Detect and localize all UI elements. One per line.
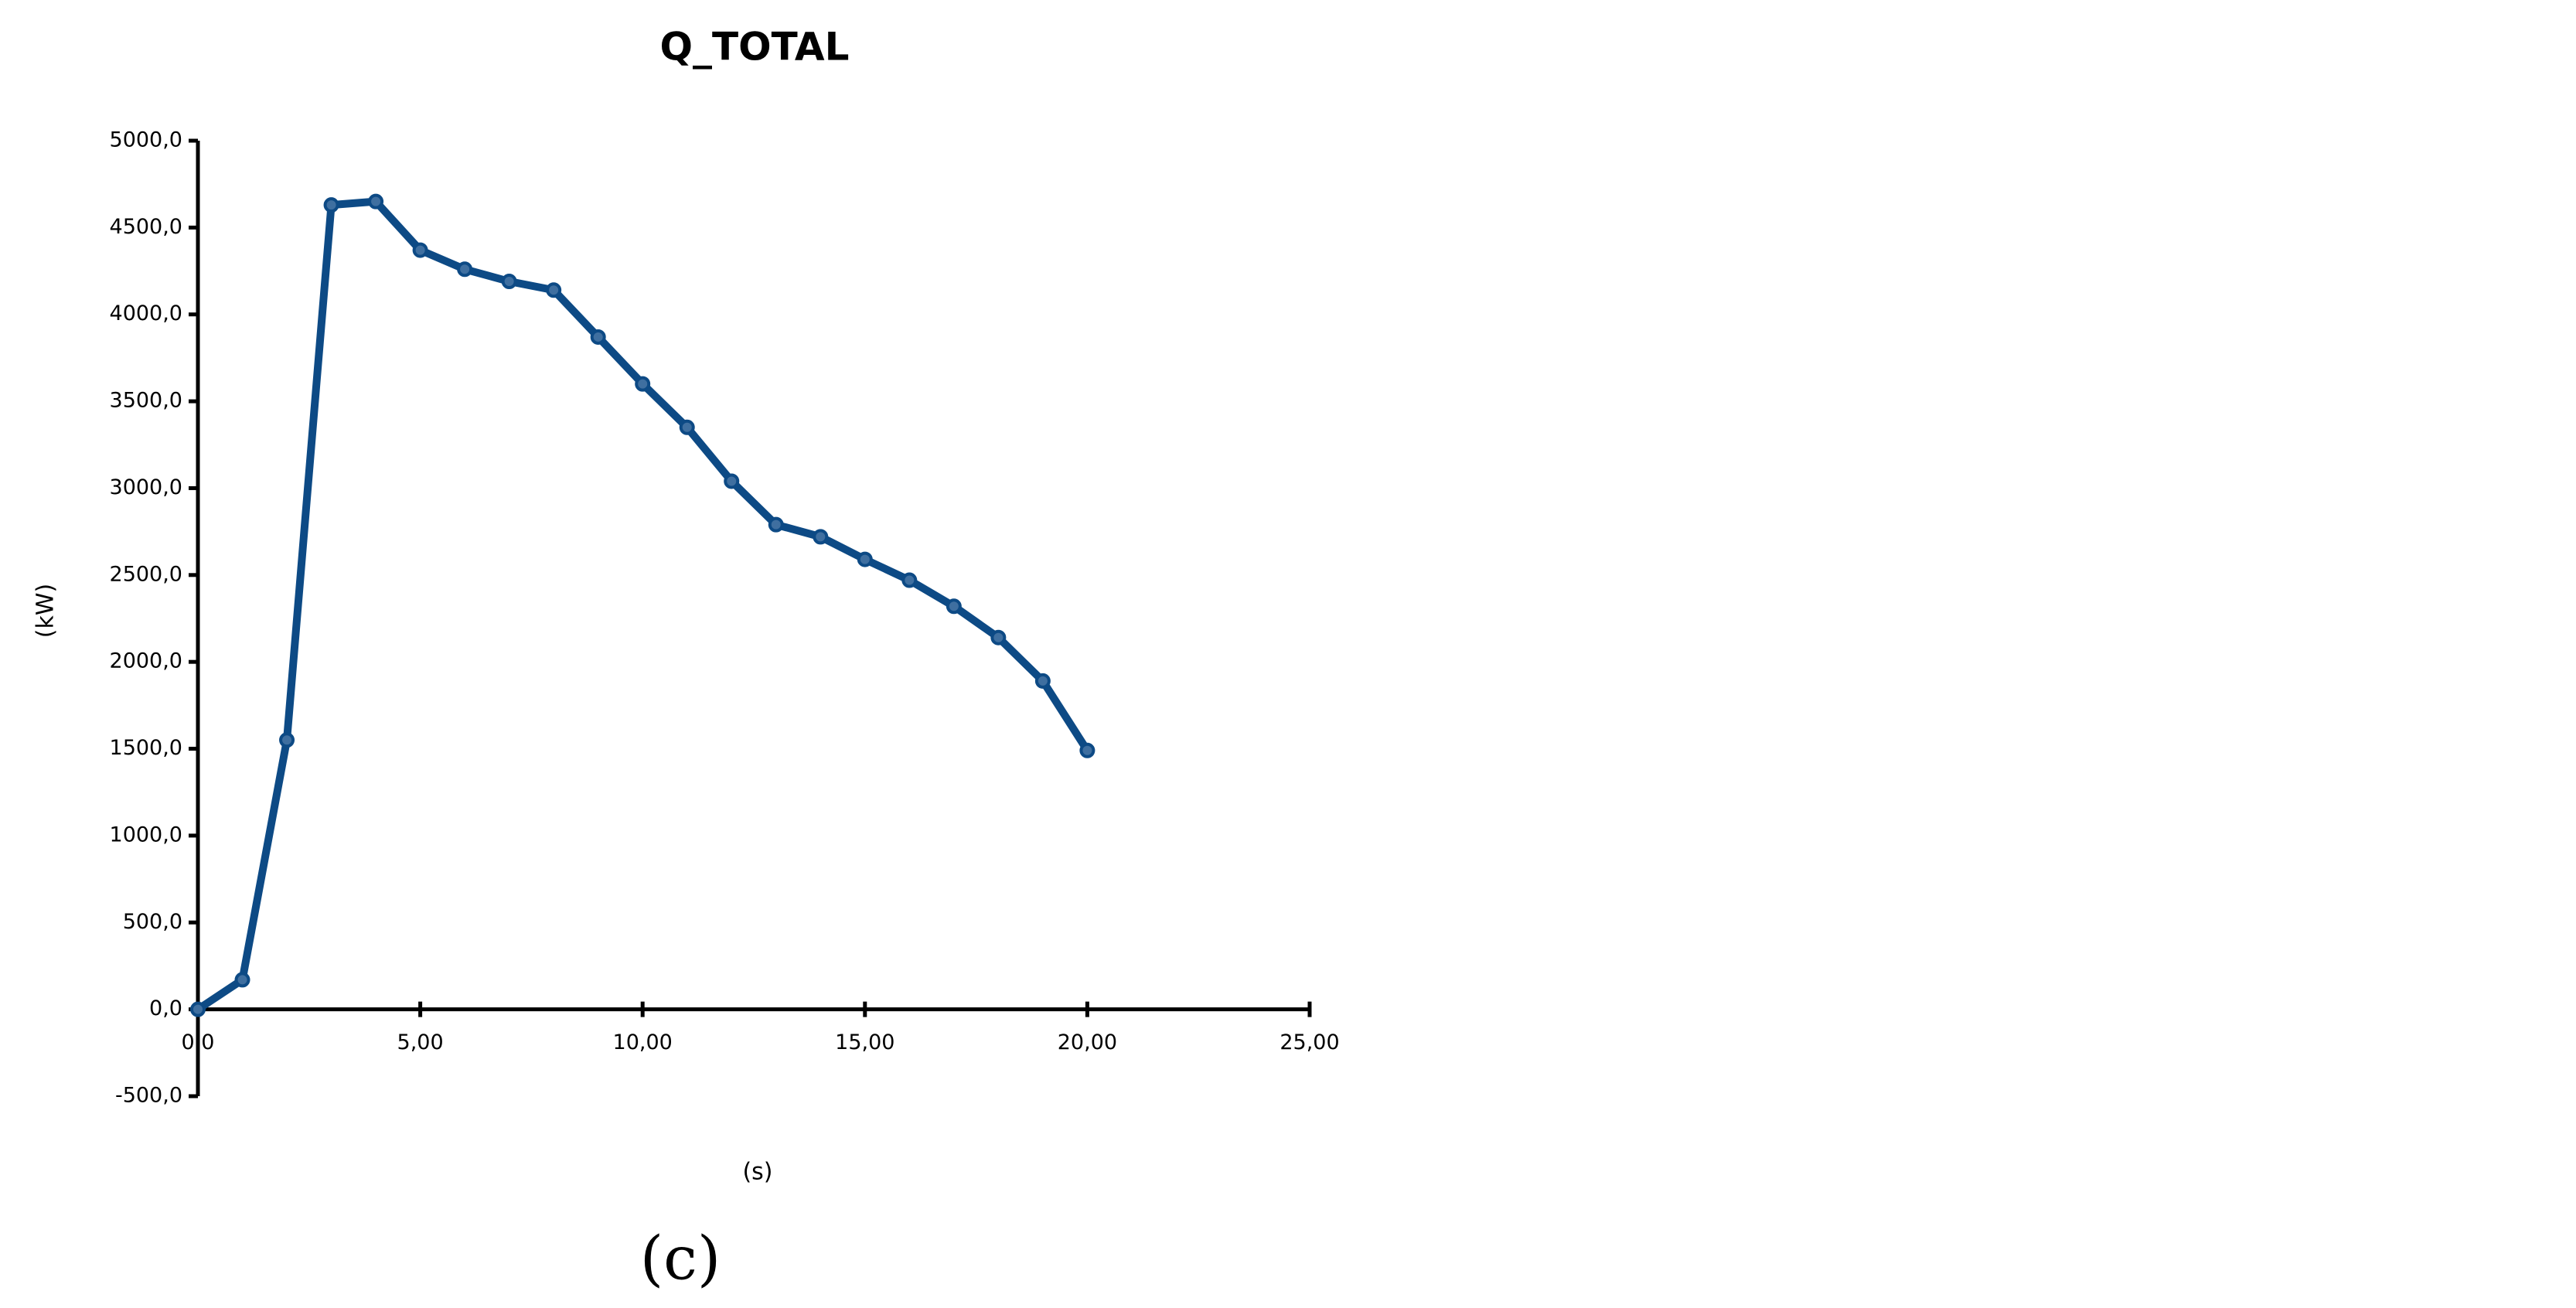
y-axis-title: (kW) <box>32 584 60 638</box>
data-point <box>501 274 517 290</box>
x-tick-label: 15,00 <box>835 1030 894 1054</box>
data-point <box>901 572 918 588</box>
data-point <box>279 732 295 748</box>
data-point <box>679 419 695 435</box>
data-point <box>768 516 784 533</box>
y-tick-label: 2000,0 <box>110 649 182 673</box>
x-tick-label: 5,00 <box>397 1030 444 1054</box>
x-tick-label: 25,00 <box>1279 1030 1339 1054</box>
chart-title: Q_TOTAL <box>660 25 850 70</box>
data-point <box>1079 742 1095 758</box>
data-point <box>590 329 606 345</box>
y-tick-label: 1000,0 <box>110 823 182 846</box>
y-tick-label: 500,0 <box>123 910 182 934</box>
data-point <box>412 242 428 258</box>
data-point <box>546 282 562 298</box>
x-tick-label: 10,00 <box>613 1030 673 1054</box>
y-tick-label: 3000,0 <box>110 475 182 499</box>
y-tick-label: 3500,0 <box>110 389 182 413</box>
y-tick-label: 1500,0 <box>110 736 182 760</box>
data-point <box>813 529 829 545</box>
data-point <box>635 376 651 392</box>
y-tick-label: 2500,0 <box>110 562 182 586</box>
data-point <box>724 473 740 489</box>
data-point <box>990 629 1007 645</box>
data-point <box>1034 673 1051 689</box>
y-tick-label: -500,0 <box>115 1084 182 1108</box>
x-tick-label: 20,00 <box>1058 1030 1117 1054</box>
data-point <box>457 261 473 278</box>
x-tick-label: 0,0 <box>182 1030 215 1054</box>
data-point <box>234 972 250 988</box>
data-point <box>946 598 962 615</box>
data-point <box>368 193 384 209</box>
data-point <box>323 197 339 213</box>
y-tick-label: 4000,0 <box>110 301 182 325</box>
caption: (c) <box>640 1225 721 1294</box>
y-tick-label: 5000,0 <box>110 128 182 152</box>
y-tick-label: 4500,0 <box>110 215 182 239</box>
x-axis-title: (s) <box>742 1159 772 1186</box>
y-tick-label: 0,0 <box>149 996 182 1020</box>
data-point <box>857 551 873 567</box>
data-point <box>190 1001 206 1017</box>
